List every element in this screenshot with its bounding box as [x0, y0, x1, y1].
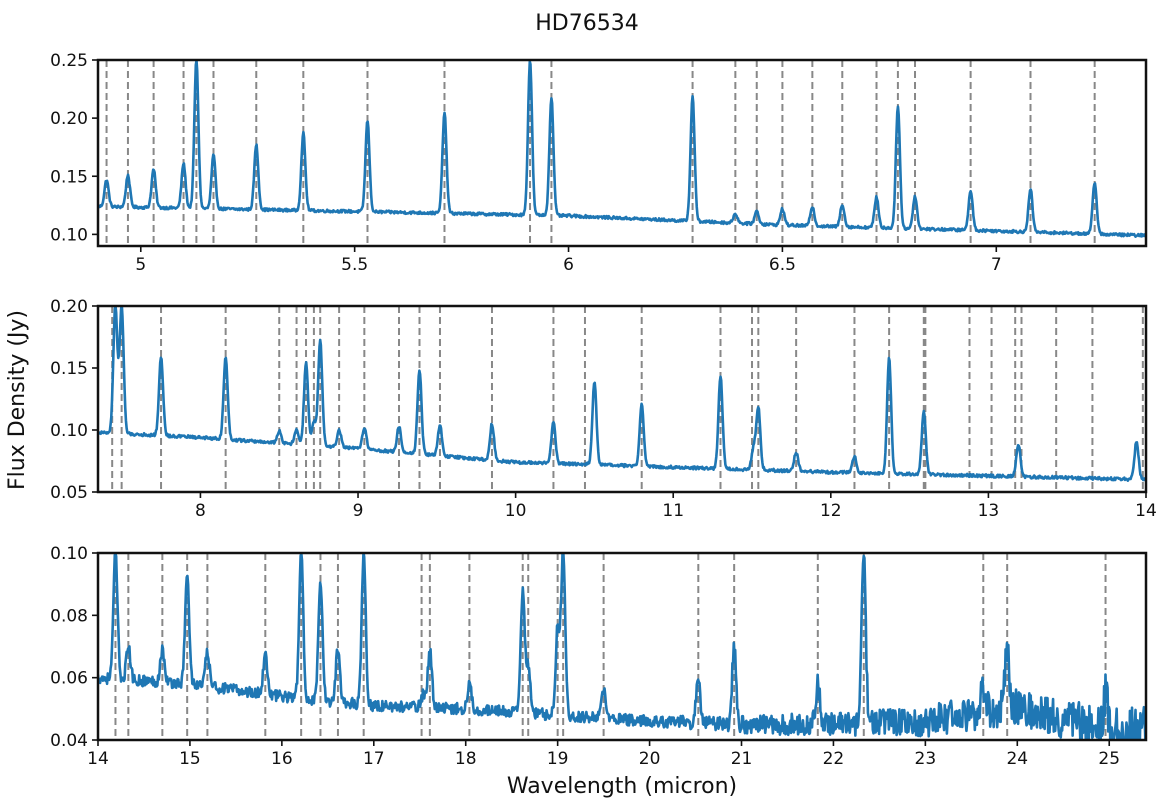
spectrum-group [98, 553, 1146, 740]
spectrum-group [98, 60, 1146, 238]
x-tick-label: 22 [823, 749, 845, 769]
x-tick-label: 10 [505, 501, 527, 521]
y-tick-label: 0.25 [50, 51, 88, 71]
x-tick-label: 5 [135, 255, 146, 275]
spectrum-line [98, 306, 1146, 482]
x-tick-label: 6 [563, 255, 574, 275]
panel-top: 5 5.5 6 6.5 7 0.10 0.15 0.20 0.25 [50, 51, 1148, 275]
x-tick-label: 14 [87, 749, 109, 769]
spectrum-line [98, 553, 1146, 740]
x-tick-label: 23 [915, 749, 937, 769]
x-tick-label: 25 [1098, 749, 1120, 769]
y-tick-label: 0.04 [50, 731, 88, 751]
x-tick-label: 16 [271, 749, 293, 769]
y-tick-label: 0.10 [50, 421, 88, 441]
x-tick-label: 17 [363, 749, 385, 769]
x-tick-label: 12 [820, 501, 842, 521]
panel-frame [96, 58, 1148, 248]
x-tick-label: 20 [639, 749, 661, 769]
x-tick-label: 6.5 [769, 255, 796, 275]
spectrum-group [98, 306, 1146, 482]
panel-bottom: 14 15 16 17 18 19 20 21 22 23 24 25 0.04 0.06 0.08 0.10 [50, 544, 1148, 769]
y-tick-label: 0.15 [50, 359, 88, 379]
y-tick-label: 0.05 [50, 483, 88, 503]
y-tick-label: 0.20 [50, 109, 88, 129]
y-tick-label: 0.10 [50, 544, 88, 564]
x-tick-label: 8 [195, 501, 206, 521]
spectrum-line [98, 60, 1146, 238]
panel-middle: 8 9 10 11 12 13 14 0.05 0.10 0.15 0.20 [50, 297, 1157, 521]
y-tick-label: 0.15 [50, 167, 88, 187]
x-tick-label: 9 [353, 501, 364, 521]
x-tick-label: 13 [978, 501, 1000, 521]
chart-title: HD76534 [535, 11, 638, 36]
x-tick-label: 21 [731, 749, 753, 769]
y-tick-label: 0.10 [50, 225, 88, 245]
x-tick-label: 11 [662, 501, 684, 521]
x-tick-label: 7 [991, 255, 1002, 275]
x-tick-label: 5.5 [341, 255, 368, 275]
panel-frame [96, 304, 1148, 494]
y-tick-label: 0.20 [50, 297, 88, 317]
x-tick-label: 15 [179, 749, 201, 769]
marker-lines [105, 60, 1096, 246]
y-axis-label: Flux Density (Jy) [5, 310, 30, 490]
marker-lines [111, 306, 1144, 492]
x-axis-label: Wavelength (micron) [507, 774, 737, 799]
marker-lines [114, 553, 1107, 740]
x-tick-label: 18 [455, 749, 477, 769]
y-tick-label: 0.08 [50, 606, 88, 626]
x-tick-label: 24 [1006, 749, 1028, 769]
x-tick-label: 14 [1135, 501, 1157, 521]
x-tick-label: 19 [547, 749, 569, 769]
y-tick-label: 0.06 [50, 669, 88, 689]
panel-frame [96, 551, 1148, 742]
